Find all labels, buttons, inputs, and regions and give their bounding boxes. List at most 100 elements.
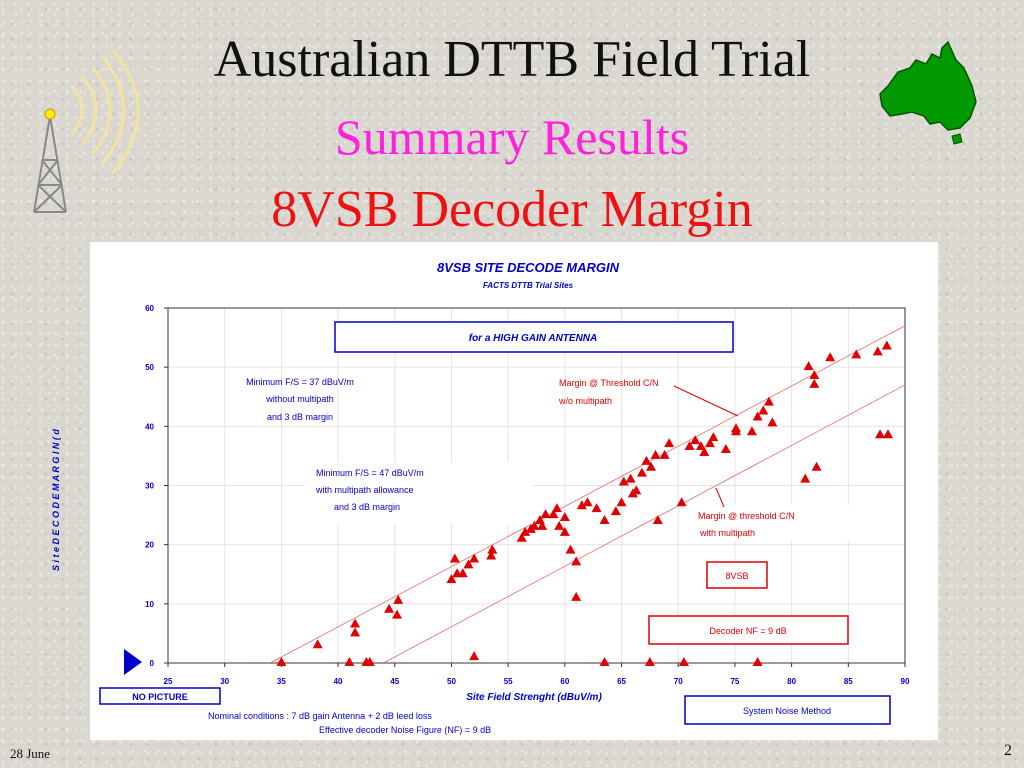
data-point xyxy=(516,532,527,542)
data-point xyxy=(487,544,498,554)
data-point xyxy=(636,467,647,477)
data-point xyxy=(720,444,731,453)
y-tick-labels: 0 10 20 30 40 50 60 xyxy=(145,304,168,668)
high-gain-label: for a HIGH GAIN ANTENNA xyxy=(469,333,598,344)
data-point xyxy=(463,559,474,569)
data-point xyxy=(644,657,655,666)
no-picture-label: NO PICTURE xyxy=(132,692,188,702)
data-point xyxy=(800,473,811,483)
data-point xyxy=(875,429,886,439)
no-picture-arrow-icon xyxy=(124,649,142,675)
data-point xyxy=(704,438,715,448)
data-point xyxy=(881,340,892,350)
reference-lines xyxy=(269,325,906,664)
y-axis-label: S i t e D E C O D E M A R G I N ( d xyxy=(51,429,61,571)
data-point xyxy=(872,346,883,356)
nominal-conditions-line2: Effective decoder Noise Figure (NF) = 9 … xyxy=(319,725,491,735)
margin-no-mp-line2: w/o multipath xyxy=(558,396,612,406)
data-point xyxy=(695,441,706,451)
min47-line3: and 3 dB margin xyxy=(334,502,400,512)
data-point xyxy=(486,550,497,560)
chart-title: 8VSB SITE DECODE MARGIN xyxy=(437,260,620,275)
data-point xyxy=(652,515,663,524)
page-number: 2 xyxy=(1004,742,1012,759)
data-point xyxy=(591,503,602,513)
margin-no-mp-line1: Margin @ Threshold C/N xyxy=(559,378,659,388)
data-point xyxy=(449,553,460,563)
data-point xyxy=(616,497,627,507)
data-point xyxy=(599,657,610,666)
data-point xyxy=(758,405,769,415)
data-point xyxy=(746,426,757,436)
min47-line1: Minimum F/S = 47 dBuV/m xyxy=(316,468,424,478)
data-point xyxy=(641,455,652,465)
data-point xyxy=(551,503,562,513)
data-point xyxy=(599,515,610,524)
data-point xyxy=(752,657,763,666)
legend-8vsb-label: 8VSB xyxy=(725,571,748,581)
data-point xyxy=(576,500,587,510)
high-gain-box xyxy=(334,321,734,353)
slide-heading: 8VSB Decoder Margin xyxy=(271,181,753,238)
data-point xyxy=(276,657,287,666)
x-tick-label: 85 xyxy=(844,677,853,686)
y-tick-label: 40 xyxy=(145,422,154,431)
reference-line xyxy=(383,384,906,664)
x-tick-label: 50 xyxy=(447,677,456,686)
y-tick-label: 30 xyxy=(145,482,154,491)
data-point xyxy=(809,378,820,388)
x-tick-label: 55 xyxy=(504,677,513,686)
decoder-nf-box xyxy=(648,615,849,645)
data-point xyxy=(393,594,404,604)
data-point xyxy=(534,515,545,524)
min37-line1: Minimum F/S = 37 dBuV/m xyxy=(246,377,354,387)
data-point xyxy=(582,497,593,507)
data-point xyxy=(678,657,689,666)
y-tick-label: 10 xyxy=(145,600,154,609)
data-point xyxy=(554,520,565,530)
margin-mp-line2: with multipath xyxy=(699,528,755,538)
x-tick-label: 25 xyxy=(164,677,173,686)
legend-8vsb-box xyxy=(706,561,768,589)
min37-line2: without multipath xyxy=(265,394,334,404)
slide-subtitle: Summary Results xyxy=(334,109,690,165)
x-tick-label: 45 xyxy=(390,677,399,686)
min47-box xyxy=(305,462,533,524)
data-point xyxy=(690,435,701,445)
data-point xyxy=(708,432,719,442)
data-point xyxy=(618,476,629,486)
data-point xyxy=(625,473,636,483)
data-point xyxy=(803,361,814,371)
data-point xyxy=(537,520,548,530)
data-point xyxy=(631,485,642,495)
data-point xyxy=(811,461,822,471)
data-point xyxy=(469,651,480,661)
data-point xyxy=(312,639,323,649)
chart-panel: 25 30 35 40 45 50 55 60 65 70 75 80 85 90 0 10 20 30 40 50… xyxy=(90,242,938,740)
data-point xyxy=(540,509,551,519)
data-point xyxy=(559,512,570,522)
australia-map-icon xyxy=(879,40,977,145)
margin-mp-box xyxy=(694,505,890,541)
system-noise-label: System Noise Method xyxy=(743,706,831,716)
data-point xyxy=(752,411,763,421)
data-point xyxy=(457,568,468,578)
data-point xyxy=(384,603,395,613)
data-point xyxy=(650,449,661,459)
data-points xyxy=(276,340,893,666)
data-point xyxy=(446,574,457,584)
x-tick-label: 30 xyxy=(220,677,229,686)
decode-margin-chart: 25 30 35 40 45 50 55 60 65 70 75 80 85 90 0 10 20 30 40 50… xyxy=(99,260,910,735)
data-point xyxy=(882,429,893,439)
antenna-tower-icon xyxy=(33,50,140,213)
data-point xyxy=(731,423,742,433)
data-point xyxy=(392,609,403,619)
y-tick-label: 60 xyxy=(145,304,154,313)
data-point xyxy=(529,520,540,530)
chart-grid xyxy=(167,307,906,664)
data-point xyxy=(364,657,375,666)
data-point xyxy=(684,441,695,451)
x-tick-labels: 25 30 35 40 45 50 55 60 65 70 75 80 85 90 xyxy=(164,663,910,686)
x-axis-label: Site Field Strenght (dBuV/m) xyxy=(466,692,602,703)
data-point xyxy=(548,509,559,519)
